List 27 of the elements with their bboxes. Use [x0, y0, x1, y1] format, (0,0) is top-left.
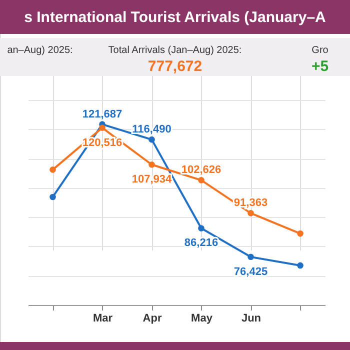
point — [50, 194, 56, 200]
data-label: 107,934 — [132, 174, 173, 186]
chart-title: s International Tourist Arrivals (January–A — [24, 9, 326, 26]
data-label: 121,687 — [82, 108, 122, 120]
data-label: 102,626 — [181, 164, 222, 176]
text: 777,672 — [148, 58, 202, 75]
text: Total Arrivals (Jan–Aug) 2025: — [108, 45, 242, 56]
x-tick-label: May — [191, 312, 214, 324]
data-label: 86,216 — [184, 237, 218, 250]
text: +5 — [311, 58, 329, 75]
x-tick-label: Mar — [92, 312, 114, 324]
point — [248, 210, 254, 216]
x-tick-label: Apr — [142, 312, 162, 324]
point — [99, 124, 106, 131]
data-label: 76,425 — [234, 266, 268, 278]
text: Gro — [312, 45, 329, 56]
point — [297, 230, 304, 237]
text: an–Aug) 2025: — [7, 45, 73, 56]
point — [50, 166, 56, 173]
point — [198, 177, 204, 184]
data-label: 116,490 — [132, 124, 172, 136]
x-tick-label: Jun — [241, 312, 262, 324]
point — [248, 254, 254, 260]
point — [297, 262, 304, 269]
point — [198, 225, 204, 232]
point — [148, 136, 155, 143]
point — [148, 161, 155, 168]
